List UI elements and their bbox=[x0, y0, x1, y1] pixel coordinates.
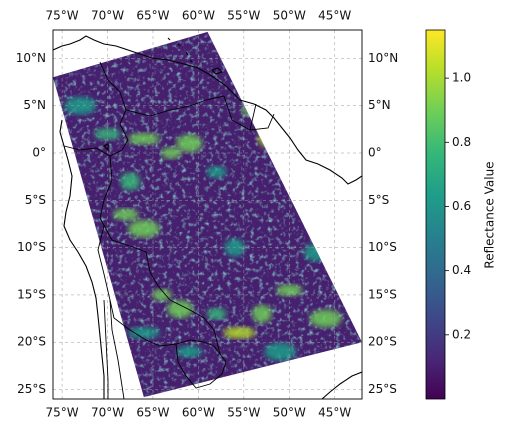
lat-tick-label: 15°S bbox=[17, 287, 46, 301]
island-trinidad bbox=[210, 67, 224, 75]
cloud-cell bbox=[176, 134, 203, 153]
lon-tick-label: 65°W bbox=[136, 406, 169, 420]
colorbar-tick-label: 0.6 bbox=[452, 199, 471, 213]
lat-tick-label: 10°S bbox=[17, 240, 46, 254]
coastline-pacific bbox=[59, 119, 105, 399]
colorbar-tick-label: 0.2 bbox=[452, 327, 471, 341]
cloud-cell bbox=[127, 326, 160, 339]
colorbar-label: Reflectance Value bbox=[483, 161, 497, 268]
island-galapagos bbox=[103, 143, 109, 152]
cloud-cell bbox=[127, 219, 160, 238]
lon-tick-label: 65°W bbox=[136, 9, 169, 23]
lon-tick-label: 60°W bbox=[182, 9, 215, 23]
lat-tick-label: 5°N bbox=[23, 98, 46, 112]
lon-tick-label: 45°W bbox=[318, 406, 351, 420]
cloud-cell bbox=[176, 345, 203, 358]
reflectance-swath bbox=[53, 31, 362, 398]
cloud-cell bbox=[264, 342, 297, 361]
coastlines bbox=[53, 35, 362, 399]
cloud-cell bbox=[309, 309, 342, 328]
lon-tick-label: 50°W bbox=[273, 406, 306, 420]
border-venezuela-brazil bbox=[125, 95, 225, 117]
lon-tick-label: 60°W bbox=[182, 406, 215, 420]
border-suriname bbox=[249, 113, 275, 131]
border-argentina bbox=[109, 299, 125, 399]
lat-tick-label: 20°S bbox=[17, 335, 46, 349]
lon-tick-label: 75°W bbox=[46, 9, 79, 23]
lat-tick-label: 25°S bbox=[17, 382, 46, 396]
lat-tick-label: 10°S bbox=[368, 240, 397, 254]
lat-tick-label: 10°N bbox=[16, 51, 46, 65]
lon-tick-labels-top: 75°W 70°W 65°W 60°W 55°W 50°W 45°W bbox=[46, 9, 352, 23]
lat-tick-label: 20°S bbox=[368, 335, 397, 349]
colorbar: 0.2 0.4 0.6 0.8 1.0 Reflectance Value bbox=[425, 29, 497, 400]
colorbar-tick-label: 0.8 bbox=[452, 135, 471, 149]
lat-tick-labels-left: 10°N 5°N 0° 5°S 10°S 15°S 20°S 25°S bbox=[16, 51, 46, 396]
map-axes-frame bbox=[52, 29, 363, 400]
lat-tick-label: 0° bbox=[368, 146, 382, 160]
lat-tick-label: 5°N bbox=[368, 98, 391, 112]
lat-tick-label: 5°S bbox=[25, 193, 46, 207]
lon-tick-label: 50°W bbox=[273, 9, 306, 23]
cloud-cell bbox=[223, 326, 256, 339]
colorbar-gradient bbox=[425, 29, 446, 400]
border-paraguay bbox=[175, 343, 227, 389]
country-borders bbox=[63, 61, 275, 399]
lon-tick-label: 55°W bbox=[227, 9, 260, 23]
lon-tick-label: 70°W bbox=[91, 9, 124, 23]
cloud-cell bbox=[206, 165, 227, 178]
border-peru-brazil bbox=[99, 155, 171, 301]
cloud-cell bbox=[112, 208, 139, 221]
cloud-cell bbox=[206, 307, 227, 320]
border-guyana bbox=[223, 95, 257, 131]
lon-tick-label: 75°W bbox=[46, 406, 79, 420]
cloud-cell bbox=[120, 172, 141, 191]
border-bolivia-brazil bbox=[169, 299, 221, 355]
lon-tick-labels-bottom: 75°W 70°W 65°W 60°W 55°W 50°W 45°W bbox=[46, 406, 352, 420]
gridlines bbox=[53, 30, 362, 399]
lat-tick-labels-right: 10°N 5°N 0° 5°S 10°S 15°S 20°S 25°S bbox=[368, 51, 398, 396]
lat-tick-label: 5°S bbox=[368, 193, 389, 207]
colorbar-tick-label: 0.4 bbox=[452, 263, 471, 277]
colorbar-tick-label: 1.0 bbox=[452, 71, 471, 85]
coastline-atlantic-south bbox=[321, 371, 362, 399]
lon-tick-label: 70°W bbox=[91, 406, 124, 420]
lat-tick-label: 15°S bbox=[368, 287, 397, 301]
lon-tick-label: 45°W bbox=[318, 9, 351, 23]
colorbar-ticks: 0.2 0.4 0.6 0.8 1.0 bbox=[445, 71, 471, 341]
cloud-cell bbox=[64, 96, 97, 115]
lon-tick-label: 55°W bbox=[227, 406, 260, 420]
coastline-caribbean bbox=[53, 35, 362, 185]
lat-tick-label: 25°S bbox=[368, 382, 397, 396]
swath-texture bbox=[53, 31, 362, 398]
cloud-cell bbox=[167, 300, 194, 319]
cloud-cell bbox=[127, 132, 160, 145]
border-bolivia bbox=[97, 225, 221, 355]
border-ecuador-peru bbox=[63, 145, 123, 157]
cloud-cell bbox=[252, 304, 272, 323]
border-chile bbox=[103, 299, 109, 399]
cloud-cell bbox=[161, 147, 182, 159]
lat-tick-label: 10°N bbox=[368, 51, 398, 65]
coastline-caribbean-islands bbox=[167, 37, 193, 63]
lat-tick-label: 0° bbox=[32, 146, 46, 160]
